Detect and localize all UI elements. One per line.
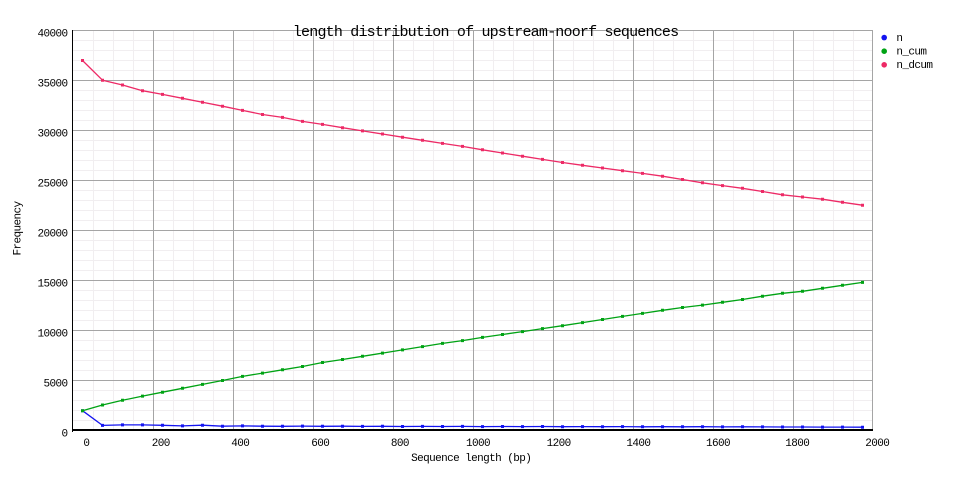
svg-text:n: n bbox=[896, 33, 902, 45]
svg-text:1600: 1600 bbox=[706, 438, 730, 450]
svg-text:n_cum: n_cum bbox=[896, 46, 927, 58]
svg-text:600: 600 bbox=[311, 438, 329, 450]
svg-text:1400: 1400 bbox=[626, 438, 650, 450]
svg-text:1200: 1200 bbox=[547, 438, 571, 450]
svg-text:25000: 25000 bbox=[37, 179, 67, 191]
svg-text:n_dcum: n_dcum bbox=[896, 60, 933, 72]
svg-text:1000: 1000 bbox=[466, 438, 490, 450]
svg-text:30000: 30000 bbox=[37, 129, 67, 141]
svg-text:2000: 2000 bbox=[865, 438, 889, 450]
svg-text:5000: 5000 bbox=[43, 379, 67, 391]
svg-text:400: 400 bbox=[231, 438, 249, 450]
svg-text:15000: 15000 bbox=[37, 279, 67, 291]
svg-text:0: 0 bbox=[61, 429, 67, 441]
svg-text:1800: 1800 bbox=[785, 438, 809, 450]
svg-text:length distribution of upstrea: length distribution of upstream-noorf se… bbox=[293, 24, 678, 41]
svg-text:Sequence length (bp): Sequence length (bp) bbox=[411, 453, 531, 465]
svg-text:35000: 35000 bbox=[37, 79, 67, 91]
svg-text:0: 0 bbox=[83, 438, 89, 450]
svg-text:Frequency: Frequency bbox=[13, 200, 25, 255]
svg-text:40000: 40000 bbox=[37, 29, 67, 41]
svg-text:20000: 20000 bbox=[37, 229, 67, 241]
svg-text:200: 200 bbox=[152, 438, 170, 450]
svg-text:10000: 10000 bbox=[37, 329, 67, 341]
svg-text:800: 800 bbox=[391, 438, 409, 450]
